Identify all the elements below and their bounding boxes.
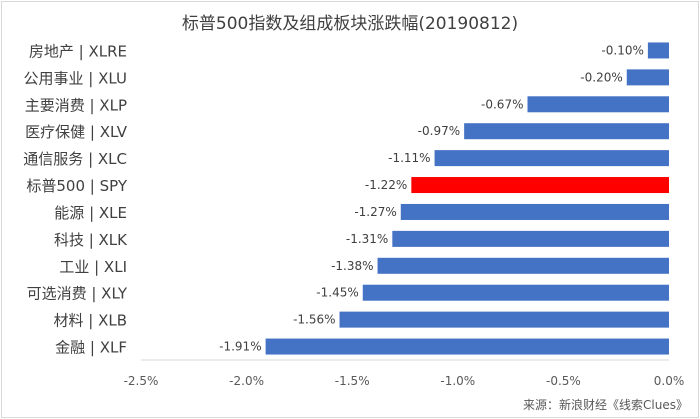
bar — [626, 69, 669, 86]
data-label: -0.67% — [481, 97, 523, 111]
data-label: -1.22% — [365, 178, 407, 192]
category-label: 房地产 | XLRE — [29, 42, 127, 60]
category-label: 公用事业 | XLU — [24, 69, 127, 87]
bar — [377, 257, 669, 274]
category-label: 可选消费 | XLY — [27, 285, 128, 303]
data-label: -1.45% — [316, 286, 358, 300]
data-label: -0.97% — [418, 124, 460, 138]
category-label: 主要消费 | XLP — [25, 96, 127, 114]
data-label: -0.10% — [601, 43, 643, 57]
bar — [339, 311, 669, 328]
bar — [265, 338, 669, 355]
data-label: -1.91% — [219, 340, 261, 354]
category-label: 金融 | XLF — [55, 339, 127, 357]
x-tick-label: -0.5% — [546, 374, 581, 388]
category-label: 科技 | XLK — [54, 231, 128, 249]
bar — [647, 42, 669, 59]
bar — [464, 123, 669, 140]
x-tick-label: -1.5% — [335, 374, 370, 388]
x-tick-label: -1.0% — [440, 374, 475, 388]
data-label: -1.38% — [331, 259, 373, 273]
bar — [392, 230, 669, 247]
bar — [400, 203, 669, 220]
category-label: 材料 | XLB — [53, 312, 127, 330]
data-label: -1.31% — [346, 232, 388, 246]
bar — [527, 96, 669, 113]
data-label: -0.20% — [580, 70, 622, 84]
source-note: 来源：新浪财经《线索Clues》 — [523, 398, 688, 412]
bar — [411, 177, 669, 194]
bar — [362, 284, 669, 301]
data-label: -1.56% — [293, 313, 335, 327]
chart-title: 标普500指数及组成板块涨跌幅(20190812) — [181, 14, 519, 34]
bar — [434, 150, 669, 167]
data-label: -1.11% — [388, 151, 430, 165]
x-tick-label: -2.5% — [124, 374, 159, 388]
category-label: 工业 | XLI — [59, 258, 127, 276]
x-tick-label: -2.0% — [229, 374, 264, 388]
data-label: -1.27% — [354, 205, 396, 219]
category-label: 标普500 | SPY — [26, 177, 127, 195]
category-label: 通信服务 | XLC — [23, 150, 127, 168]
x-tick-label: 0.0% — [654, 374, 685, 388]
category-label: 医疗保健 | XLV — [25, 123, 128, 141]
category-label: 能源 | XLE — [54, 204, 127, 222]
